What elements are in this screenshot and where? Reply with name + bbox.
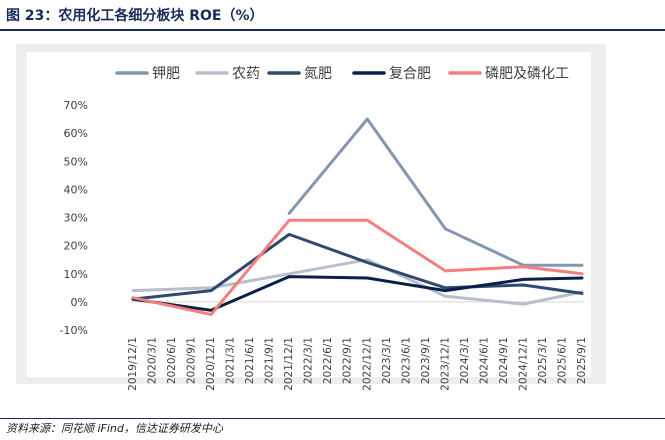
y-tick-label: 30% [64,212,88,225]
x-tick-label: 2022/6/1 [322,337,334,384]
legend-label: 钾肥 [152,66,180,82]
y-tick-label: 70% [64,99,88,112]
y-axis: -10% 0% 10% 20% 30% 40% 50% 60% 70% [60,99,88,337]
x-tick-label: 2024/3/1 [459,337,471,384]
legend-label: 磷肥及磷化工 [485,66,569,82]
x-tick-label: 2025/3/1 [537,337,549,384]
y-tick-label: 0% [71,296,88,309]
x-tick-label: 2021/12/1 [283,337,295,391]
figure-title: 图 23：农用化工各细分板块 ROE（%） [6,8,264,24]
x-tick-label: 2023/9/1 [420,337,432,384]
legend-label: 复合肥 [389,65,431,82]
legend-label: 氮肥 [304,66,332,82]
x-tick-label: 2020/12/1 [205,337,217,391]
x-tick-label: 2025/6/1 [556,337,568,384]
x-tick-label: 2021/9/1 [264,337,276,384]
x-tick-label: 2022/12/1 [361,337,373,391]
y-tick-label: 60% [64,127,88,140]
source-note: 资料来源：同花顺 iFind，信达证券研发中心 [6,422,223,435]
y-tick-label: 40% [64,183,88,196]
y-tick-label: 20% [64,240,88,253]
y-tick-label: 10% [64,268,88,281]
x-tick-label: 2020/9/1 [186,337,198,384]
x-tick-label: 2023/12/1 [439,337,451,391]
x-tick-label: 2022/9/1 [342,337,354,384]
x-tick-label: 2019/12/1 [127,337,139,391]
series-line [131,258,584,306]
y-tick-label: 50% [64,155,88,168]
x-tick-label: 2020/3/1 [147,337,159,384]
series-line [287,117,584,267]
title-rule [0,29,665,31]
x-tick-label: 2021/3/1 [225,337,237,384]
legend: 钾肥 农药 氮肥 复合肥 磷肥及磷化工 [115,65,569,82]
x-tick-label: 2025/9/1 [576,337,588,384]
x-tick-label: 2024/6/1 [478,337,490,384]
series-lines [131,117,584,316]
x-tick-label: 2021/6/1 [244,337,256,384]
x-tick-label: 2023/3/1 [381,337,393,384]
y-tick-label: -10% [60,324,88,337]
plot-area [27,52,591,377]
legend-label: 农药 [232,66,260,82]
x-tick-label: 2023/6/1 [400,337,412,384]
series-line [131,275,584,312]
x-tick-label: 2020/6/1 [166,337,178,384]
series-line [131,232,584,301]
footer-rule [0,418,665,419]
x-tick-label: 2022/3/1 [303,337,315,384]
series-line [131,218,584,316]
x-tick-label: 2024/12/1 [517,337,529,391]
x-axis: 2019/12/1 2020/3/1 2020/6/1 2020/9/1 2020/12… [127,337,588,391]
x-tick-label: 2024/9/1 [498,337,510,384]
